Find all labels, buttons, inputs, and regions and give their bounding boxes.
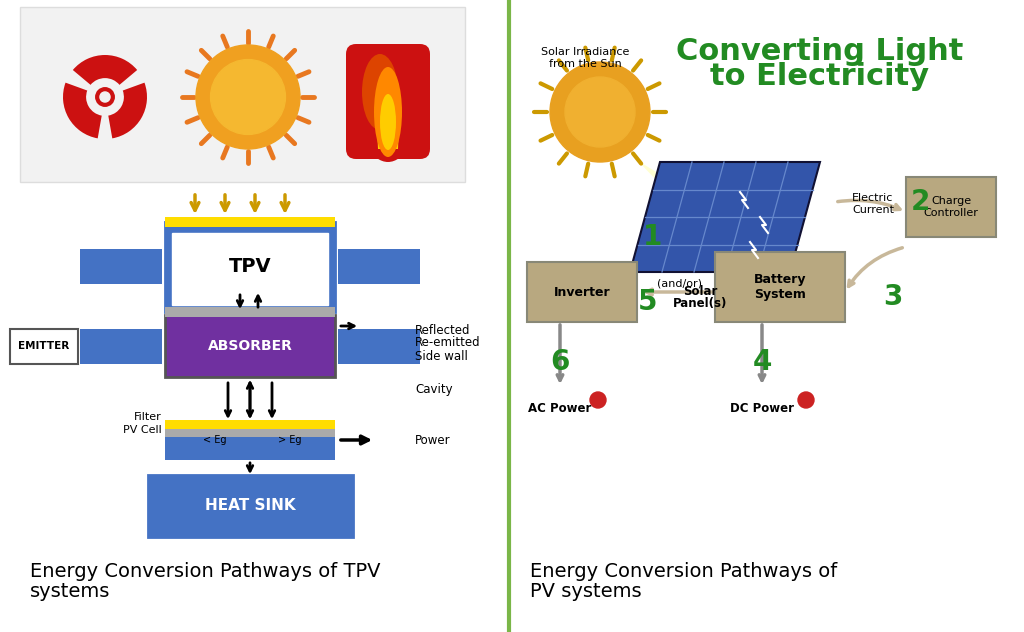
Polygon shape — [620, 142, 770, 242]
Text: Energy Conversion Pathways of TPV: Energy Conversion Pathways of TPV — [30, 562, 381, 581]
Text: 5: 5 — [638, 288, 657, 316]
Text: systems: systems — [30, 582, 111, 601]
Bar — [715, 252, 845, 322]
Text: Re-emitted: Re-emitted — [415, 336, 480, 349]
Circle shape — [565, 77, 635, 147]
Wedge shape — [109, 83, 147, 138]
Text: DC Power: DC Power — [730, 402, 794, 415]
Polygon shape — [360, 47, 416, 149]
Circle shape — [550, 62, 650, 162]
Polygon shape — [630, 162, 820, 272]
Bar — [165, 315, 335, 377]
Text: Solar: Solar — [683, 285, 717, 298]
Text: 2: 2 — [910, 188, 930, 216]
Text: Converting Light: Converting Light — [676, 37, 964, 66]
Bar — [80, 329, 162, 364]
Bar — [10, 329, 78, 364]
Wedge shape — [63, 83, 101, 138]
Text: 4: 4 — [753, 348, 772, 376]
Bar — [165, 420, 335, 432]
Bar — [527, 262, 637, 322]
Bar — [165, 420, 335, 460]
Bar — [20, 7, 465, 182]
Text: Reflected: Reflected — [415, 324, 470, 336]
Bar — [165, 307, 335, 317]
Text: Filter: Filter — [134, 412, 162, 422]
FancyBboxPatch shape — [346, 44, 430, 159]
Text: EMITTER: EMITTER — [18, 341, 70, 351]
Text: TPV: TPV — [228, 257, 271, 277]
Circle shape — [100, 92, 110, 102]
Text: Inverter: Inverter — [554, 286, 610, 298]
Text: Charge
Controller: Charge Controller — [924, 196, 979, 218]
Circle shape — [798, 392, 814, 408]
Circle shape — [96, 88, 115, 106]
Ellipse shape — [374, 67, 402, 157]
Wedge shape — [73, 55, 137, 85]
Text: Energy Conversion Pathways of: Energy Conversion Pathways of — [530, 562, 838, 581]
Text: from the Sun: from the Sun — [549, 59, 622, 69]
Text: PV systems: PV systems — [530, 582, 642, 601]
Text: ABSORBER: ABSORBER — [208, 339, 293, 353]
Text: (and/or): (and/or) — [657, 279, 702, 289]
Ellipse shape — [358, 52, 418, 162]
Bar — [338, 329, 420, 364]
Bar — [80, 249, 162, 284]
Bar — [906, 177, 996, 237]
Bar — [338, 249, 420, 284]
Bar — [172, 233, 328, 305]
Text: Cavity: Cavity — [415, 382, 453, 396]
Bar — [148, 475, 353, 537]
Text: 1: 1 — [642, 223, 662, 251]
Text: 6: 6 — [550, 348, 569, 376]
Text: HEAT SINK: HEAT SINK — [205, 497, 295, 513]
Text: AC Power: AC Power — [528, 402, 592, 415]
Circle shape — [196, 45, 300, 149]
Text: > Eg: > Eg — [279, 435, 302, 445]
Text: 3: 3 — [884, 283, 903, 311]
Text: Electric: Electric — [852, 193, 893, 203]
Polygon shape — [376, 72, 400, 149]
Text: Solar Irradiance: Solar Irradiance — [541, 47, 629, 57]
Text: Side wall: Side wall — [415, 351, 468, 363]
Circle shape — [590, 392, 606, 408]
Bar — [165, 429, 335, 437]
Text: Panel(s): Panel(s) — [673, 297, 727, 310]
Text: Power: Power — [415, 434, 451, 446]
Text: PV Cell: PV Cell — [123, 425, 162, 435]
Text: < Eg: < Eg — [203, 435, 226, 445]
Text: to Electricity: to Electricity — [711, 62, 930, 91]
Text: Current: Current — [852, 205, 894, 215]
Bar — [165, 217, 335, 227]
Ellipse shape — [362, 54, 398, 130]
Bar — [165, 222, 335, 312]
Ellipse shape — [380, 94, 396, 150]
Text: Battery
System: Battery System — [754, 273, 806, 301]
Circle shape — [211, 59, 286, 135]
